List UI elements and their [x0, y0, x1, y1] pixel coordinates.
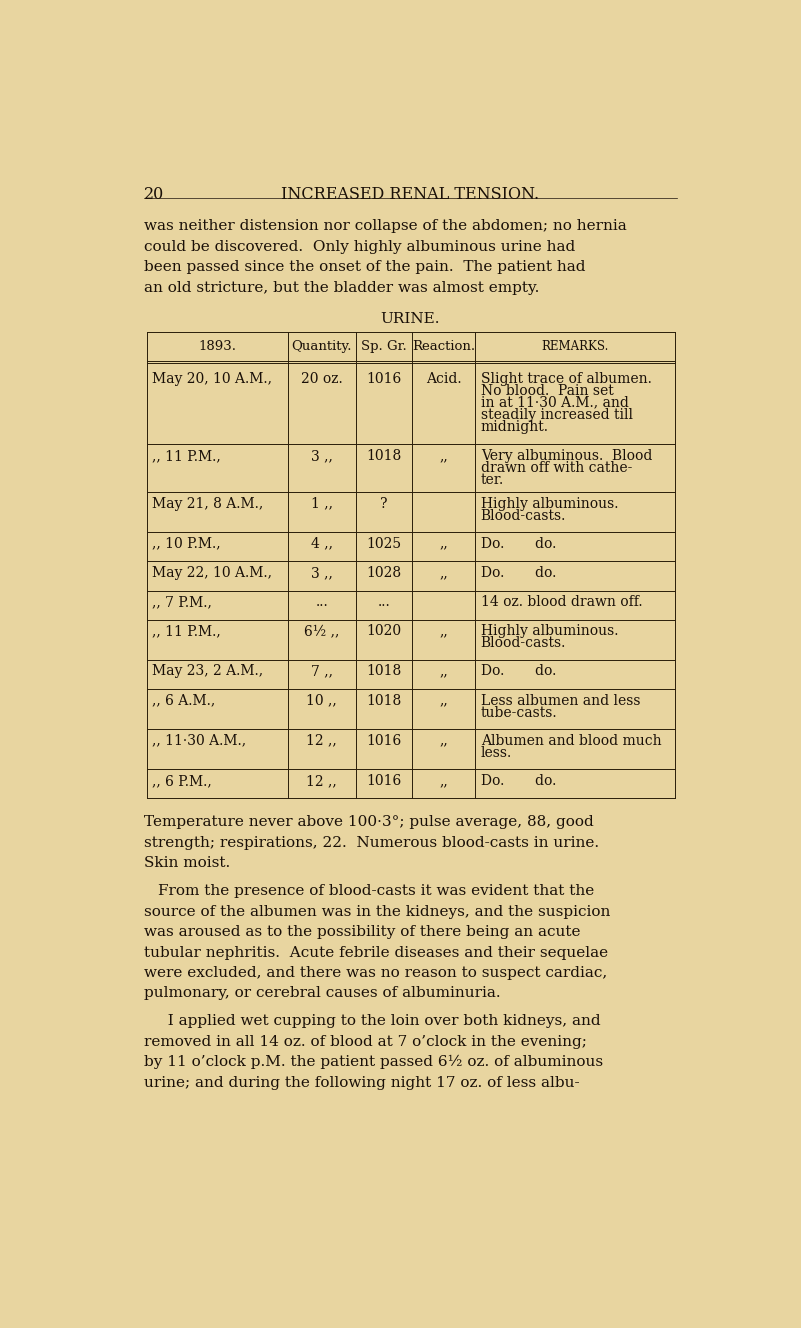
Text: INCREASED RENAL TENSION.: INCREASED RENAL TENSION.: [281, 186, 539, 203]
Text: Do.       do.: Do. do.: [481, 566, 556, 580]
Text: 3 ,,: 3 ,,: [311, 566, 332, 580]
Text: source of the albumen was in the kidneys, and the suspicion: source of the albumen was in the kidneys…: [144, 904, 610, 919]
Text: May 20, 10 A.M.,: May 20, 10 A.M.,: [152, 372, 272, 386]
Text: 12 ,,: 12 ,,: [307, 734, 337, 748]
Text: by 11 o’clock p.M. the patient passed 6½ oz. of albuminous: by 11 o’clock p.M. the patient passed 6½…: [144, 1056, 603, 1069]
Text: 1018: 1018: [366, 693, 401, 708]
Text: strength; respirations, 22.  Numerous blood-casts in urine.: strength; respirations, 22. Numerous blo…: [144, 835, 599, 850]
Text: ,,: ,,: [439, 734, 448, 748]
Text: Blood-casts.: Blood-casts.: [481, 636, 566, 651]
Text: Blood-casts.: Blood-casts.: [481, 509, 566, 522]
Text: Skin moist.: Skin moist.: [144, 857, 231, 870]
Text: 1016: 1016: [366, 734, 401, 748]
Text: 10 ,,: 10 ,,: [307, 693, 337, 708]
Text: urine; and during the following night 17 oz. of less albu-: urine; and during the following night 17…: [144, 1076, 580, 1090]
Text: Less albumen and less: Less albumen and less: [481, 693, 640, 708]
Text: 4 ,,: 4 ,,: [311, 537, 332, 551]
Text: No blood.  Pain set: No blood. Pain set: [481, 384, 614, 398]
Text: 20 oz.: 20 oz.: [301, 372, 343, 386]
Text: ,,: ,,: [439, 537, 448, 551]
Text: REMARKS.: REMARKS.: [541, 340, 609, 352]
Text: 1016: 1016: [366, 372, 401, 386]
Text: 3 ,,: 3 ,,: [311, 449, 332, 463]
Text: 1028: 1028: [366, 566, 401, 580]
Text: Highly albuminous.: Highly albuminous.: [481, 497, 618, 511]
Text: ,,: ,,: [439, 566, 448, 580]
Text: ,,: ,,: [439, 449, 448, 463]
Text: ,, 7 P.M.,: ,, 7 P.M.,: [152, 595, 212, 610]
Text: ,, 11·30 A.M.,: ,, 11·30 A.M.,: [152, 734, 246, 748]
Text: ,, 11 P.M.,: ,, 11 P.M.,: [152, 449, 221, 463]
Text: Highly albuminous.: Highly albuminous.: [481, 624, 618, 639]
Text: tube-casts.: tube-casts.: [481, 705, 557, 720]
Text: From the presence of blood-casts it was evident that the: From the presence of blood-casts it was …: [159, 884, 594, 898]
Text: I applied wet cupping to the loin over both kidneys, and: I applied wet cupping to the loin over b…: [159, 1015, 601, 1028]
Text: 1025: 1025: [366, 537, 401, 551]
Text: ,, 10 P.M.,: ,, 10 P.M.,: [152, 537, 220, 551]
Text: Reaction.: Reaction.: [412, 340, 475, 352]
Text: ?: ?: [380, 497, 388, 511]
Text: May 23, 2 A.M.,: May 23, 2 A.M.,: [152, 664, 264, 679]
Text: 1 ,,: 1 ,,: [311, 497, 332, 511]
Text: ...: ...: [377, 595, 390, 610]
Text: 7 ,,: 7 ,,: [311, 664, 332, 679]
Text: ,,: ,,: [439, 693, 448, 708]
Text: 1016: 1016: [366, 774, 401, 788]
Text: 1018: 1018: [366, 449, 401, 463]
Text: 14 oz. blood drawn off.: 14 oz. blood drawn off.: [481, 595, 642, 610]
Text: less.: less.: [481, 746, 512, 760]
Text: Albumen and blood much: Albumen and blood much: [481, 734, 662, 748]
Text: been passed since the onset of the pain.  The patient had: been passed since the onset of the pain.…: [144, 260, 586, 274]
Text: Quantity.: Quantity.: [292, 340, 352, 352]
Text: Sp. Gr.: Sp. Gr.: [361, 340, 407, 352]
Text: ...: ...: [316, 595, 328, 610]
Text: ,, 6 A.M.,: ,, 6 A.M.,: [152, 693, 215, 708]
Text: ,,: ,,: [439, 664, 448, 679]
Text: tubular nephritis.  Acute febrile diseases and their sequelae: tubular nephritis. Acute febrile disease…: [144, 946, 609, 960]
Text: Acid.: Acid.: [425, 372, 461, 386]
Text: 6½ ,,: 6½ ,,: [304, 624, 340, 639]
Text: midnight.: midnight.: [481, 420, 549, 434]
Text: 20: 20: [144, 186, 164, 203]
Text: Do.       do.: Do. do.: [481, 774, 556, 788]
Text: 1020: 1020: [366, 624, 401, 639]
Text: ,, 6 P.M.,: ,, 6 P.M.,: [152, 774, 211, 788]
Text: Temperature never above 100·3°; pulse average, 88, good: Temperature never above 100·3°; pulse av…: [144, 815, 594, 830]
Text: pulmonary, or cerebral causes of albuminuria.: pulmonary, or cerebral causes of albumin…: [144, 987, 501, 1000]
Text: 12 ,,: 12 ,,: [307, 774, 337, 788]
Text: May 22, 10 A.M.,: May 22, 10 A.M.,: [152, 566, 272, 580]
Text: ,,: ,,: [439, 624, 448, 639]
Text: was aroused as to the possibility of there being an acute: was aroused as to the possibility of the…: [144, 926, 581, 939]
Text: ter.: ter.: [481, 473, 504, 487]
Text: was neither distension nor collapse of the abdomen; no hernia: was neither distension nor collapse of t…: [144, 219, 627, 234]
Text: could be discovered.  Only highly albuminous urine had: could be discovered. Only highly albumin…: [144, 240, 576, 254]
Text: Do.       do.: Do. do.: [481, 537, 556, 551]
Text: Very albuminous.  Blood: Very albuminous. Blood: [481, 449, 652, 463]
Text: removed in all 14 oz. of blood at 7 o’clock in the evening;: removed in all 14 oz. of blood at 7 o’cl…: [144, 1035, 587, 1049]
Text: steadily increased till: steadily increased till: [481, 408, 633, 422]
Text: Slight trace of albumen.: Slight trace of albumen.: [481, 372, 651, 386]
Text: drawn off with cathe-: drawn off with cathe-: [481, 461, 632, 475]
Text: May 21, 8 A.M.,: May 21, 8 A.M.,: [152, 497, 264, 511]
Text: in at 11·30 A.M., and: in at 11·30 A.M., and: [481, 396, 629, 410]
Text: URINE.: URINE.: [380, 312, 440, 325]
Text: Do.       do.: Do. do.: [481, 664, 556, 679]
Text: were excluded, and there was no reason to suspect cardiac,: were excluded, and there was no reason t…: [144, 965, 607, 980]
Text: 1018: 1018: [366, 664, 401, 679]
Text: ,, 11 P.M.,: ,, 11 P.M.,: [152, 624, 221, 639]
Text: an old stricture, but the bladder was almost empty.: an old stricture, but the bladder was al…: [144, 280, 540, 295]
Text: 1893.: 1893.: [198, 340, 236, 352]
Text: ,,: ,,: [439, 774, 448, 788]
